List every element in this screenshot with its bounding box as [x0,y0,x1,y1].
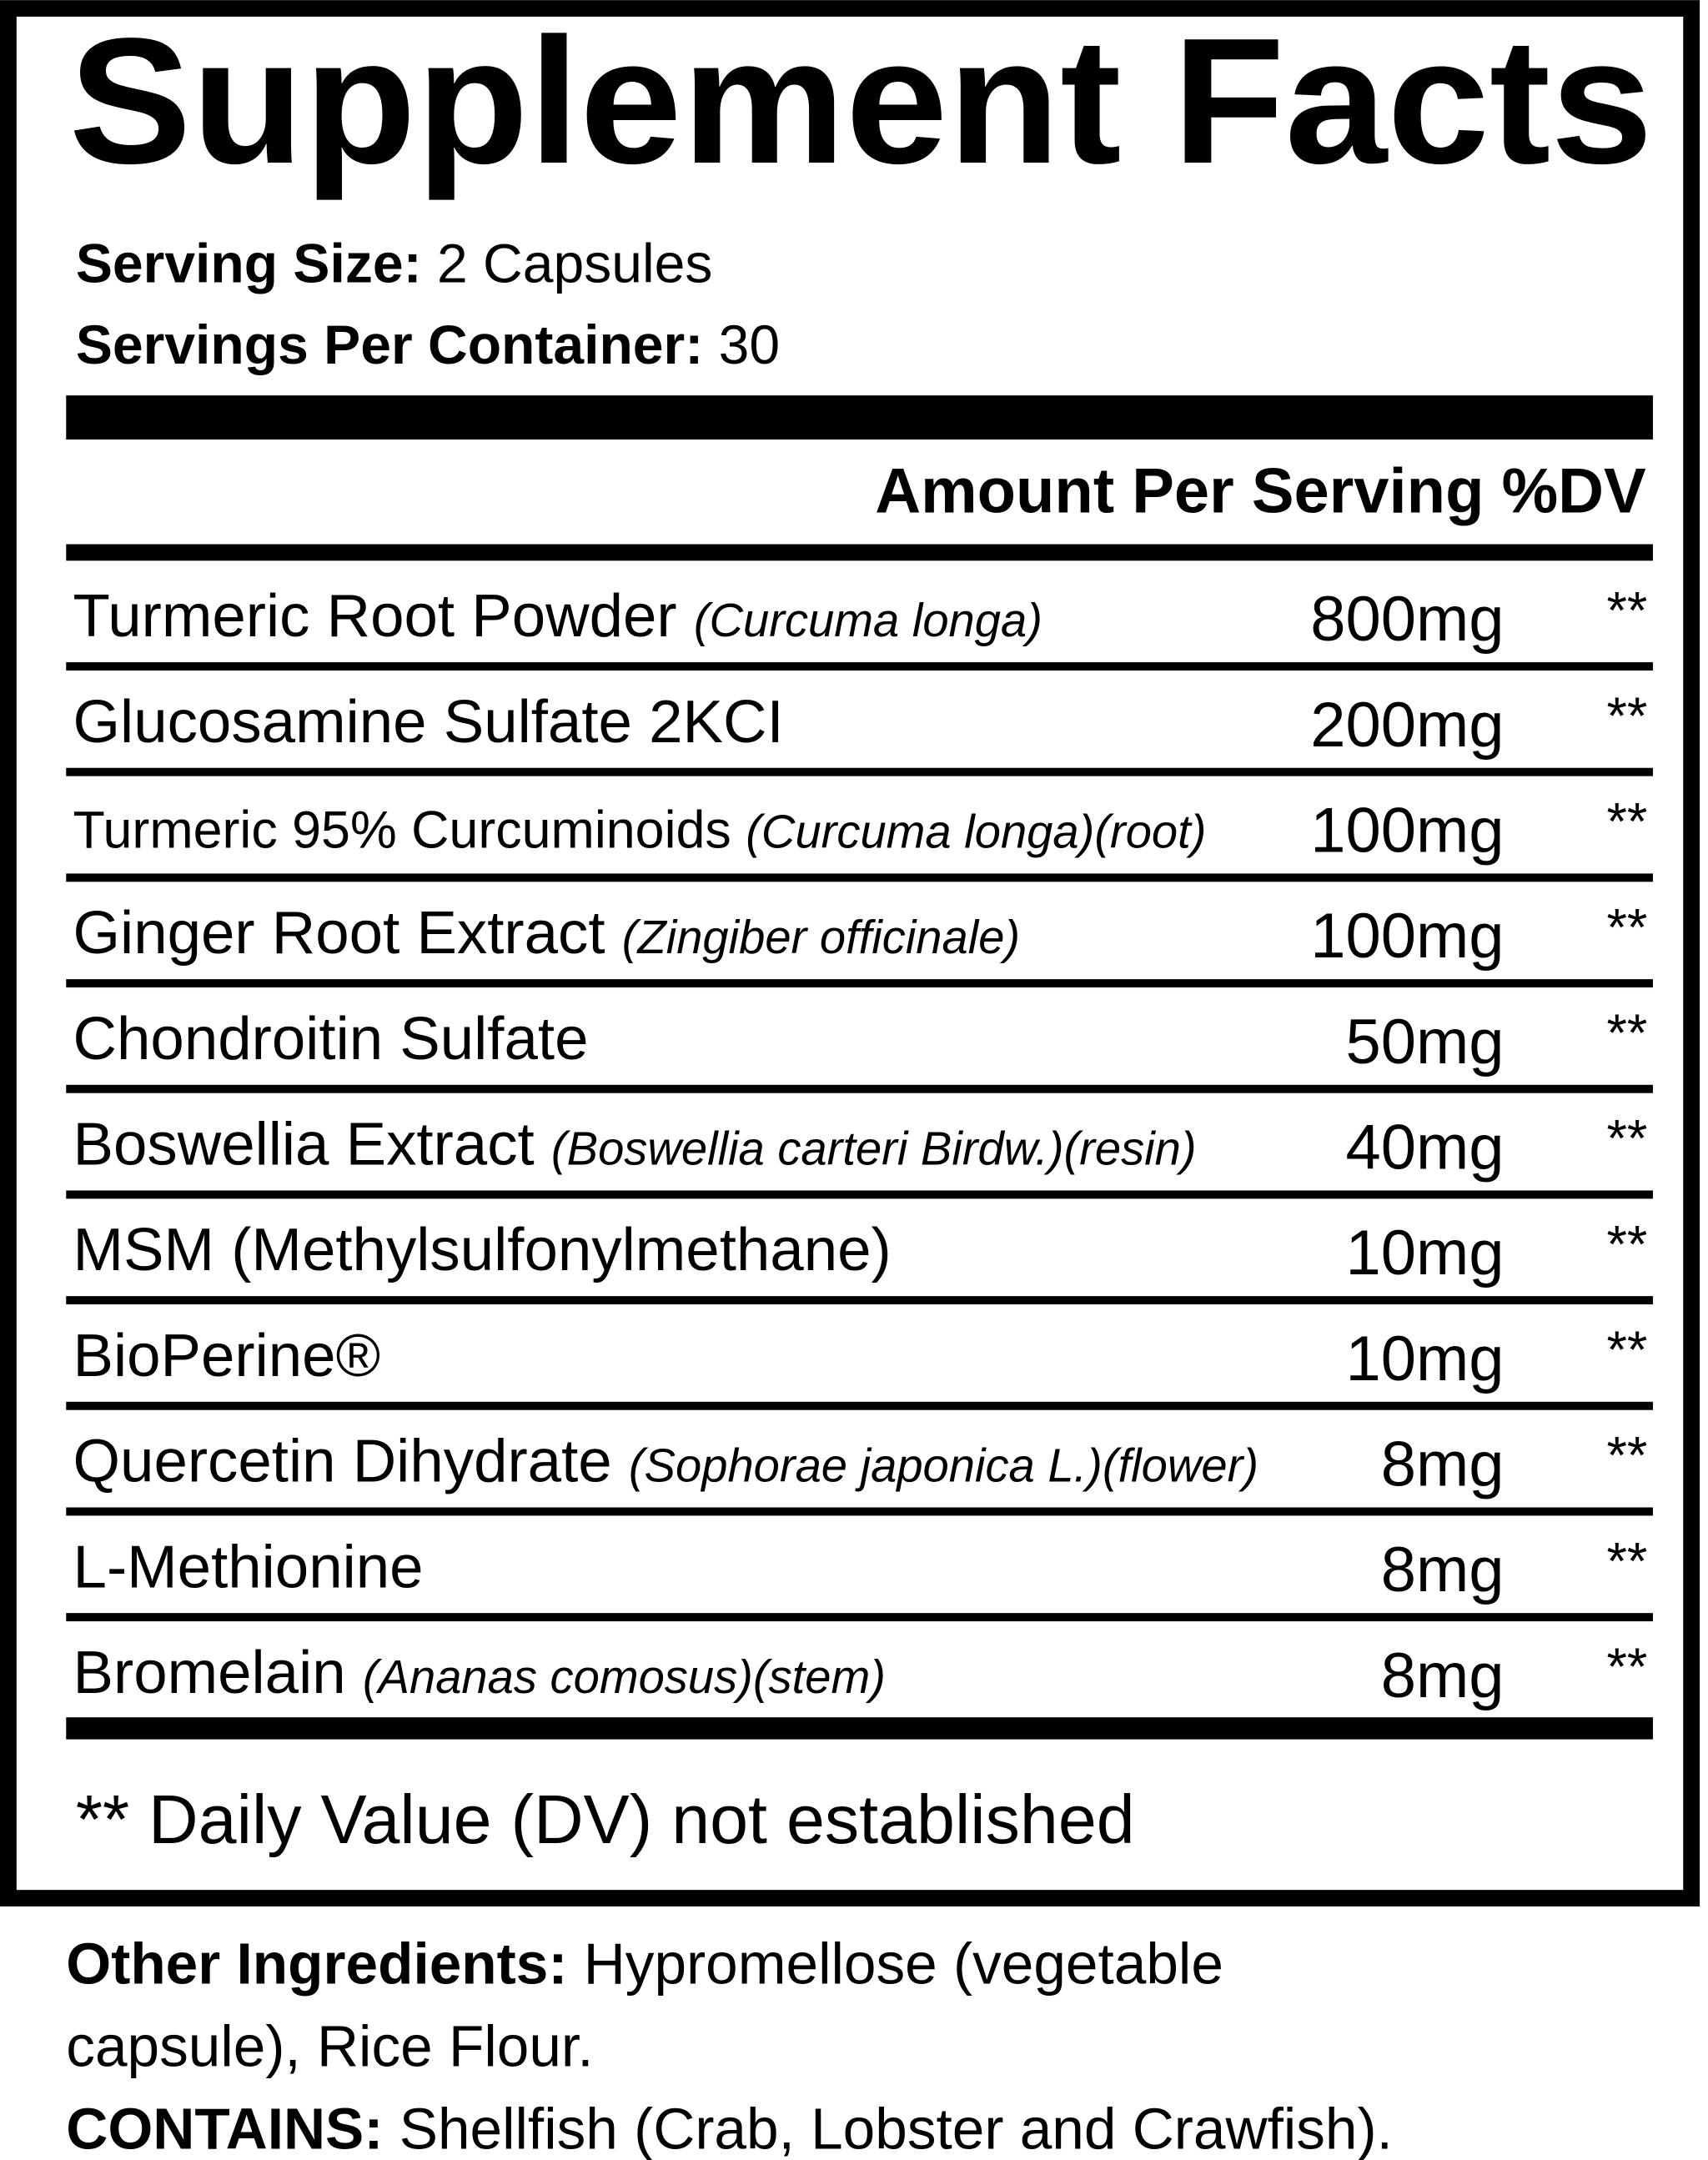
label-border [0,0,1700,1906]
amount: 800mg [1310,584,1504,655]
other-ingredients-cont: capsule), Rice Flour. [66,2014,593,2079]
latin-name: (Ananas comosus)(stem) [363,1650,886,1703]
daily-value: ** [1606,1638,1647,1696]
value: 30 [719,314,780,375]
name: Ginger Root Extract [73,899,605,967]
ingredient-name: Quercetin Dihydrate (Sophorae japonica L… [73,1428,1259,1495]
daily-value: ** [1606,687,1647,746]
name: MSM (Methylsulfonylmethane) [73,1216,892,1283]
row-rule [66,1190,1653,1199]
daily-value: ** [1606,1427,1647,1485]
serving-size: Serving Size: 2 Capsules [76,233,713,294]
row-rule [66,979,1653,988]
row-rule [66,1507,1653,1516]
ingredient-rows: Turmeric Root Powder (Curcuma longa) 800m… [66,581,1653,1740]
name: L-Methionine [73,1533,424,1600]
ingredient-name: Glucosamine Sulfate 2KCI [73,688,784,756]
thick-rule [66,395,1653,440]
other-ingredients: Other Ingredients: Hypromellose (vegetab… [66,1931,1223,1996]
daily-value: ** [1606,1004,1647,1062]
contains: CONTAINS: Shellfish (Crab, Lobster and C… [66,2097,1393,2160]
value: 2 Capsules [437,233,712,294]
name: Turmeric 95% Curcuminoids [73,801,731,860]
latin-name: (Boswellia carteri Birdw.)(resin) [551,1123,1197,1175]
row-rule [66,873,1653,882]
daily-value: ** [1606,1215,1647,1273]
ingredient-name: L-Methionine [73,1533,424,1600]
name: Turmeric Root Powder [73,582,677,650]
latin-name: (Zingiber officinale) [622,911,1020,963]
name: Glucosamine Sulfate 2KCI [73,688,784,756]
header-rule [66,544,1653,561]
name: Boswellia Extract [73,1111,535,1178]
ingredient-name: Boswellia Extract (Boswellia carteri Bir… [73,1111,1197,1178]
daily-value: ** [1606,581,1647,640]
amount: 200mg [1310,690,1504,761]
latin-name: (Curcuma longa)(root) [746,806,1206,858]
row-rule [66,1296,1653,1305]
amount: 8mg [1381,1429,1505,1500]
ingredient-name: BioPerine® [73,1322,381,1389]
servings-per-container: Servings Per Container: 30 [76,314,780,375]
label: CONTAINS: [66,2097,383,2160]
name: Chondroitin Sulfate [73,1005,589,1072]
amount: 10mg [1346,1218,1505,1288]
ingredient-name: Turmeric Root Powder (Curcuma longa) [73,582,1042,650]
name: Quercetin Dihydrate [73,1428,612,1495]
row-rule [66,1401,1653,1410]
row-rule [66,1084,1653,1093]
table-header: Amount Per Serving %DV [875,456,1646,527]
ingredient-name: Chondroitin Sulfate [73,1005,589,1072]
amount: 10mg [1346,1324,1505,1394]
row-rule [66,1613,1653,1622]
footnote: ** Daily Value (DV) not established [76,1781,1135,1858]
amount: 8mg [1381,1535,1505,1605]
name: Bromelain [73,1639,346,1706]
row-rule [66,767,1653,776]
title: Supplement Facts [69,2,1653,201]
amount: 100mg [1310,901,1504,972]
text: Hypromellose (vegetable [584,1931,1223,1996]
text: Shellfish (Crab, Lobster and Crawfish). [399,2097,1393,2160]
daily-value: ** [1606,793,1647,851]
ingredient-name: Turmeric 95% Curcuminoids (Curcuma longa… [73,801,1207,860]
latin-name: (Sophorae japonica L.)(flower) [629,1439,1258,1492]
amount: 50mg [1346,1007,1505,1077]
daily-value: ** [1606,1110,1647,1168]
bottom-rule [66,1717,1653,1740]
row-rule [66,662,1653,671]
label: Other Ingredients: [66,1931,567,1996]
daily-value: ** [1606,1532,1647,1590]
amount: 8mg [1381,1640,1505,1711]
ingredient-name: Bromelain (Ananas comosus)(stem) [73,1639,886,1706]
name: BioPerine® [73,1322,381,1389]
label: Serving Size: [76,233,422,294]
ingredient-name: Ginger Root Extract (Zingiber officinale… [73,899,1021,967]
amount: 40mg [1346,1113,1505,1183]
amount: 100mg [1310,795,1504,866]
ingredient-name: MSM (Methylsulfonylmethane) [73,1216,892,1283]
label: Servings Per Container: [76,314,703,375]
daily-value: ** [1606,1321,1647,1379]
latin-name: (Curcuma longa) [694,594,1042,646]
daily-value: ** [1606,898,1647,957]
